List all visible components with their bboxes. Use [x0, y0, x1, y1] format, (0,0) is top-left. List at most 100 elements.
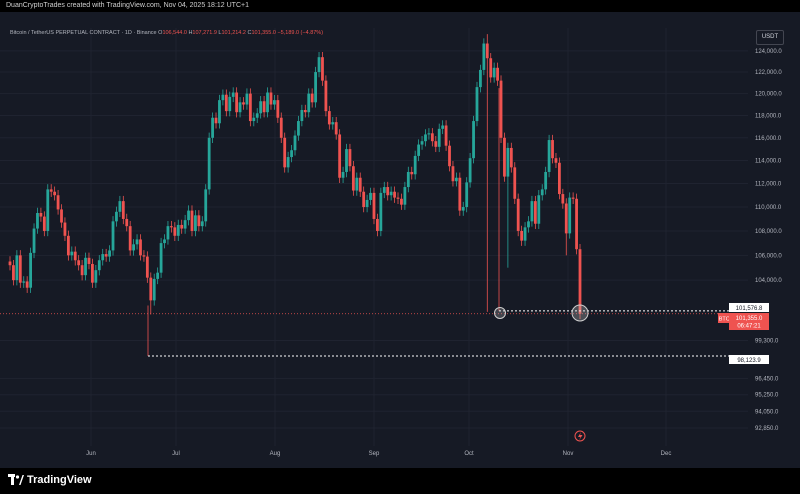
candle-body [451, 166, 455, 182]
candle-body [465, 182, 469, 208]
candle-body [444, 125, 448, 146]
low-label: L [218, 30, 222, 36]
candle-body [540, 189, 544, 196]
candle-body [121, 201, 125, 219]
svg-text:101,576.8: 101,576.8 [736, 306, 763, 312]
candle-body [70, 251, 74, 256]
low-value: 101,214.2 [221, 30, 246, 36]
last-price-label: 101,355.0 06:47:21 [729, 313, 769, 330]
candle-body [252, 117, 256, 122]
candle-body [63, 222, 67, 236]
candle-body [417, 144, 421, 156]
candle-body [427, 133, 431, 135]
candle-body [108, 250, 111, 257]
candle-body [338, 134, 342, 178]
chart-area[interactable]: 124,000.0 122,000.0 120,000.0 118,000.0 116,… [0, 12, 800, 468]
candle-body [218, 100, 221, 124]
candle-body [25, 281, 29, 288]
candle-body [547, 140, 551, 172]
change-value: −5,189.0 (−4.87%) [277, 30, 324, 36]
candle-body [149, 277, 153, 301]
marker-circle-november [571, 304, 589, 322]
candle-body [568, 197, 572, 234]
candle-body [479, 69, 482, 88]
marker-circle-october [494, 307, 506, 319]
candle-body [159, 243, 163, 273]
close-value: 101,355.0 [251, 30, 276, 36]
candle-body [355, 177, 359, 191]
x-tick-label: Aug [270, 451, 281, 457]
candle-body [448, 145, 451, 167]
y-tick-label: 94,050.0 [755, 409, 779, 415]
candle-body [379, 192, 383, 231]
candle-body [393, 191, 396, 198]
svg-text:06:47:21: 06:47:21 [737, 324, 761, 330]
candle-body [530, 201, 534, 222]
candle-body [410, 171, 414, 175]
candle-body [80, 265, 84, 276]
candle-body [351, 166, 355, 191]
candle-body [15, 255, 19, 281]
candle-body [324, 80, 328, 112]
candle-body [496, 67, 499, 81]
y-tick-label: 116,000.0 [755, 136, 782, 142]
symbol-name: Bitcoin / TetherUS PERPETUAL CONTRACT · … [10, 30, 157, 36]
candles [8, 34, 582, 356]
open-value: 106,544.0 [162, 30, 187, 36]
candle-body [39, 212, 43, 217]
candle-body [468, 158, 472, 183]
candle-body [111, 221, 115, 251]
candle-body [575, 198, 578, 250]
candle-body [183, 220, 187, 229]
candle-body [197, 215, 201, 227]
y-tick-label: 110,000.0 [755, 205, 782, 211]
candle-body [8, 261, 12, 266]
candle-body [358, 177, 362, 192]
candle-body [77, 260, 81, 266]
lightning-icon[interactable] [574, 430, 586, 442]
credit-text: DuanCryptoTrades created with TradingVie… [6, 2, 249, 9]
candle-body [472, 121, 475, 159]
candle-body [84, 257, 87, 276]
candle-body [482, 43, 486, 70]
candle-body [578, 249, 582, 314]
candle-body [527, 221, 530, 228]
candle-body [475, 87, 479, 122]
price-axis[interactable]: 124,000.0 122,000.0 120,000.0 118,000.0 116,… [755, 49, 782, 432]
candle-body [269, 92, 273, 105]
candle-body [200, 221, 204, 227]
x-tick-label: Oct [464, 451, 474, 457]
price-chart[interactable]: 124,000.0 122,000.0 120,000.0 118,000.0 116,… [0, 12, 800, 468]
y-tick-label: 104,000.0 [755, 278, 782, 284]
candle-body [276, 100, 280, 118]
y-tick-label: 99,300.0 [755, 338, 779, 344]
candle-body [139, 239, 142, 256]
candle-body [365, 199, 369, 208]
candle-body [376, 218, 379, 231]
candle-body [503, 137, 506, 177]
candle-body [142, 255, 146, 257]
grid-lines [0, 28, 748, 446]
time-axis[interactable]: Jun Jul Aug Sep Oct Nov Dec [86, 451, 671, 457]
candle-body [91, 263, 94, 283]
candle-body [266, 92, 269, 113]
price-levels [0, 310, 729, 357]
candle-body [454, 177, 458, 182]
candle-body [492, 67, 496, 78]
candle-body [441, 125, 445, 129]
currency-button[interactable]: USDT [756, 30, 784, 45]
candle-body [293, 135, 297, 151]
candle-body [458, 177, 462, 211]
candle-body [314, 72, 318, 103]
candle-body [128, 226, 132, 251]
candle-body [382, 187, 386, 193]
candle-body [262, 101, 266, 113]
candle-body [389, 191, 393, 196]
candle-body [372, 192, 376, 219]
candle-body [101, 254, 105, 261]
candle-body [413, 155, 417, 175]
high-value: 107,271.9 [192, 30, 217, 36]
candle-body [533, 201, 537, 224]
candle-body [221, 94, 225, 101]
high-label: H [188, 30, 193, 36]
